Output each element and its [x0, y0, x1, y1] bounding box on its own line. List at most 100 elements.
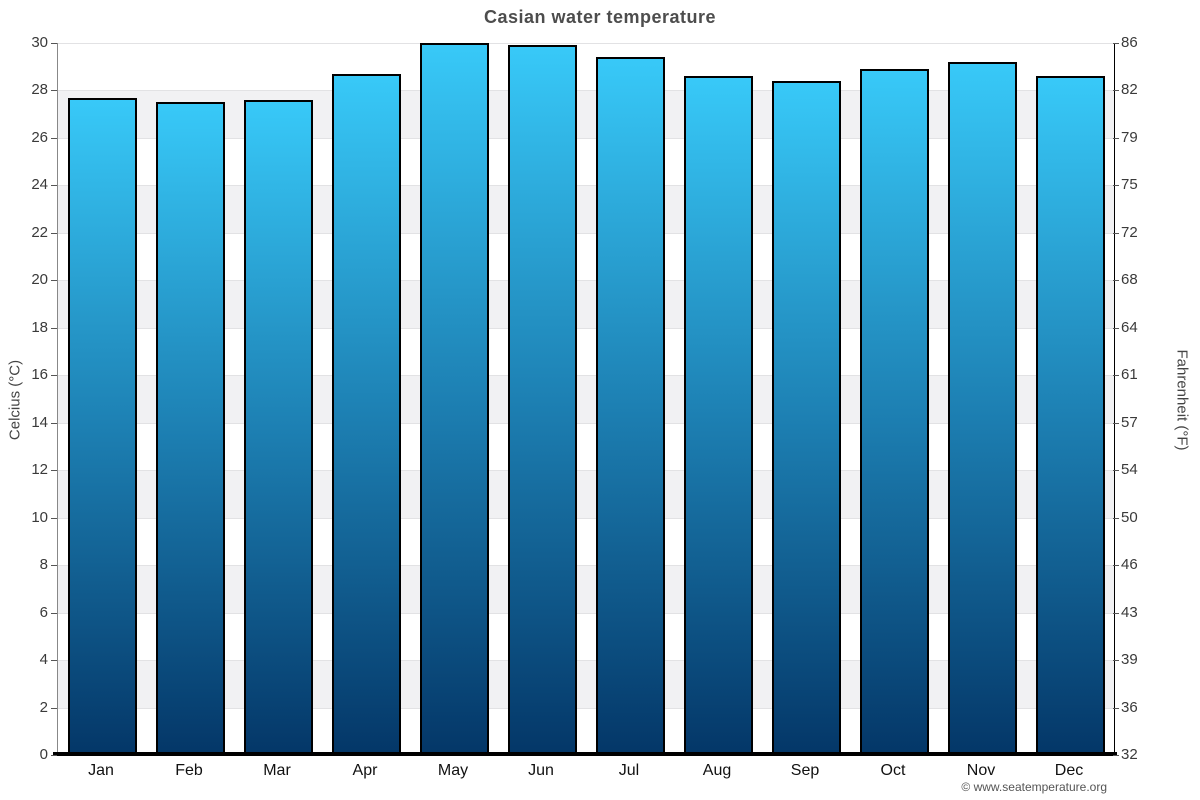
x-axis-line [53, 752, 1117, 756]
bar [771, 80, 841, 755]
bar [859, 69, 929, 755]
y-tick-mark-left [51, 660, 57, 662]
y-tick-label-right: 68 [1121, 271, 1138, 289]
y-tick-mark-right [1113, 565, 1119, 567]
y-tick-mark-left [51, 185, 57, 187]
y-tick-mark-left [51, 517, 57, 519]
gridline [58, 138, 1114, 139]
x-tick-label: May [437, 762, 469, 779]
y-tick-label-left: 2 [39, 698, 48, 716]
plot-band [58, 280, 1114, 328]
y-tick-label-left: 16 [31, 366, 48, 384]
y-tick-mark-right [1113, 422, 1119, 424]
y-tick-label-right: 82 [1121, 81, 1138, 99]
x-tick-label: Nov [966, 762, 996, 779]
plot-band [58, 422, 1114, 471]
y-tick-label-left: 22 [31, 223, 48, 241]
y-tick-label-left: 30 [31, 34, 48, 51]
y-tick-label-right: 54 [1121, 461, 1138, 479]
bar [331, 73, 401, 755]
y-tick-mark-left [51, 280, 57, 282]
y-tick-mark-left [51, 470, 57, 472]
x-tick-label: Dec [1054, 762, 1084, 779]
y-tick-mark-left [51, 422, 57, 424]
y-tick-label-left: 10 [31, 508, 48, 526]
y-tick-mark-right [1113, 327, 1119, 329]
gridline [58, 518, 1114, 519]
y-tick-mark-right [1113, 612, 1119, 614]
y-tick-mark-right [1113, 707, 1119, 709]
y-tick-label-left: 0 [39, 746, 48, 763]
gridline [58, 470, 1114, 471]
x-tick-label: Sep [790, 762, 820, 779]
y-tick-label-left: 24 [31, 176, 48, 194]
x-tick-label: Oct [880, 762, 906, 779]
plot-area [57, 43, 1115, 755]
gridline [58, 565, 1114, 566]
gridline [58, 375, 1114, 376]
gridline [58, 613, 1114, 614]
x-tick-label: Jul [618, 762, 640, 779]
bar [507, 45, 577, 755]
y-tick-label-right: 61 [1121, 366, 1138, 384]
plot-band [58, 137, 1114, 186]
y-tick-label-right: 32 [1121, 746, 1138, 763]
y-tick-label-left: 20 [31, 271, 48, 289]
y-tick-label-left: 18 [31, 318, 48, 336]
bar [243, 99, 313, 755]
plot-band [58, 660, 1114, 708]
y-tick-mark-left [51, 612, 57, 614]
y-tick-label-right: 39 [1121, 651, 1138, 669]
y-tick-label-right: 64 [1121, 318, 1138, 336]
y-tick-label-right: 46 [1121, 556, 1138, 574]
y-tick-label-right: 86 [1121, 34, 1138, 51]
y-tick-label-right: 57 [1121, 413, 1138, 431]
y-tick-mark-right [1113, 470, 1119, 472]
gridline [58, 423, 1114, 424]
y-tick-label-right: 36 [1121, 698, 1138, 716]
bar [67, 97, 137, 755]
plot-band [58, 565, 1114, 613]
plot-band [58, 185, 1114, 233]
y-tick-label-left: 6 [39, 603, 48, 621]
y-tick-label-left: 26 [31, 128, 48, 146]
gridline [58, 233, 1114, 234]
y-axis-right-title: Fahrenheit (°F) [1173, 349, 1191, 451]
x-tick-label: Aug [702, 762, 732, 779]
y-tick-mark-left [51, 90, 57, 92]
x-tick-label: Feb [175, 762, 203, 779]
y-tick-label-left: 28 [31, 81, 48, 99]
gridline [58, 280, 1114, 281]
plot-band [58, 707, 1114, 755]
y-tick-label-right: 43 [1121, 603, 1138, 621]
bar [947, 62, 1017, 755]
plot-band [58, 43, 1114, 91]
gridline [58, 43, 1114, 44]
y-tick-mark-left [51, 565, 57, 567]
y-tick-mark-right [1113, 90, 1119, 92]
y-tick-label-left: 4 [39, 651, 48, 669]
y-tick-label-right: 75 [1121, 176, 1138, 194]
chart-title: Casian water temperature [483, 7, 717, 27]
y-tick-mark-right [1113, 280, 1119, 282]
plot-band [58, 612, 1114, 661]
x-tick-label: Mar [263, 762, 291, 779]
y-tick-mark-right [1113, 660, 1119, 662]
y-tick-label-right: 79 [1121, 128, 1138, 146]
y-tick-mark-right [1113, 755, 1119, 756]
bar [683, 76, 753, 755]
plot-band [58, 327, 1114, 376]
y-tick-mark-right [1113, 43, 1119, 44]
y-tick-mark-left [51, 232, 57, 234]
plot-band [58, 375, 1114, 423]
y-tick-mark-right [1113, 137, 1119, 139]
y-tick-label-right: 50 [1121, 508, 1138, 526]
y-tick-mark-right [1113, 185, 1119, 187]
y-tick-label-left: 14 [31, 413, 48, 431]
y-tick-mark-left [51, 43, 57, 44]
footer-credit: © www.seatemperature.org [961, 780, 1107, 794]
y-tick-mark-left [51, 707, 57, 709]
gridline [58, 185, 1114, 186]
gridline [58, 660, 1114, 661]
x-tick-label: Jun [528, 762, 554, 779]
